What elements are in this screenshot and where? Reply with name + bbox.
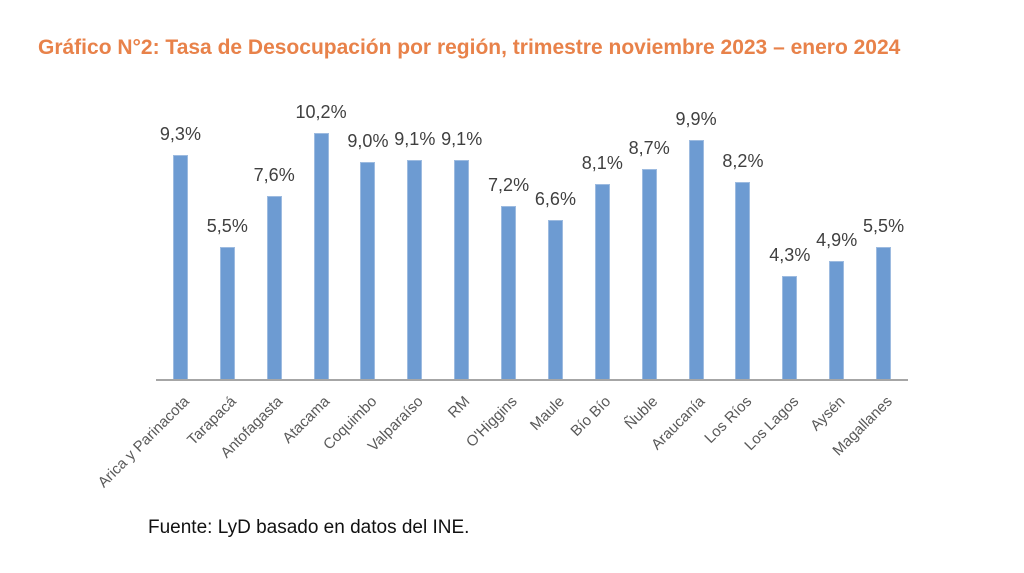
bar-value-label: 10,2%	[295, 102, 347, 122]
bar-value-label: 8,2%	[722, 151, 764, 171]
bar	[829, 261, 845, 380]
bar	[501, 206, 517, 380]
bar	[641, 169, 657, 380]
bar-value-label: 9,0%	[347, 131, 389, 151]
bar-value-label: 7,2%	[488, 175, 530, 195]
bar	[360, 162, 376, 380]
bar	[876, 247, 892, 380]
bar-slot: 8,7% Ñuble	[621, 95, 673, 433]
bar-slot: 7,2% O'Higgins	[463, 95, 532, 451]
bar	[219, 247, 235, 380]
x-tick-label: Aysén	[807, 393, 849, 435]
bar-slot: 9,3% Arica y Parinacota	[94, 95, 204, 491]
bar-value-label: 8,7%	[628, 138, 670, 158]
chart-title: Gráfico N°2: Tasa de Desocupación por re…	[38, 36, 901, 59]
bar	[688, 140, 704, 380]
x-tick-label: Arica y Parinacota	[94, 393, 193, 492]
bar-slot: 9,1% Valparaíso	[365, 95, 438, 455]
plot-area: 9,3% Arica y Parinacota 5,5% Tarapacá 7,6% An…	[94, 95, 907, 491]
bar-value-label: 5,5%	[206, 216, 248, 236]
bar-slot: 4,3% Los Lagos	[741, 95, 813, 454]
bar-value-label: 9,9%	[675, 109, 717, 129]
bar-value-label: 9,1%	[441, 129, 483, 149]
bar-slot: 5,5% Magallanes	[829, 95, 907, 459]
bar	[782, 276, 798, 380]
x-tick-label: RM	[445, 393, 474, 422]
x-tick-label: Bío Bío	[567, 393, 615, 440]
bar-slot: 6,6% Maule	[527, 95, 579, 434]
bar	[547, 220, 563, 380]
x-tick-label: O'Higgins	[462, 393, 521, 451]
bar-value-label: 4,3%	[769, 245, 811, 265]
bar-slot: 7,6% Antofagasta	[218, 95, 298, 462]
bar-value-label: 9,3%	[159, 124, 201, 144]
bar	[594, 184, 610, 380]
bar	[407, 160, 423, 380]
bar-value-label: 8,1%	[581, 153, 623, 173]
source-note: Fuente: LyD basado en datos del INE.	[148, 517, 470, 538]
x-tick-label: Ñuble	[621, 393, 662, 433]
bar-value-label: 5,5%	[863, 216, 905, 236]
bar-value-label: 6,6%	[534, 189, 576, 209]
bar	[313, 133, 329, 380]
bar-slot: 5,5% Tarapacá	[184, 95, 251, 449]
bar-value-label: 4,9%	[816, 230, 858, 250]
bar-value-label: 7,6%	[253, 165, 295, 185]
bar-slot: 9,9% Araucanía	[648, 95, 720, 453]
bar-slot: 4,9% Aysén	[807, 95, 860, 434]
bar-slot: 9,0% Coquimbo	[320, 95, 392, 453]
bar-slot: 10,2% Atacama	[279, 95, 347, 447]
bar-slot: 9,1% RM	[438, 95, 485, 422]
bar	[266, 196, 282, 380]
bar	[454, 160, 470, 380]
bar-value-label: 9,1%	[394, 129, 436, 149]
bar-slot: 8,1% Bío Bío	[568, 95, 626, 440]
bar	[172, 155, 188, 380]
x-axis-line	[156, 379, 908, 381]
bar	[735, 182, 751, 380]
bar-slot: 8,2% Los Ríos	[701, 95, 767, 447]
x-tick-label: Maule	[526, 393, 568, 434]
